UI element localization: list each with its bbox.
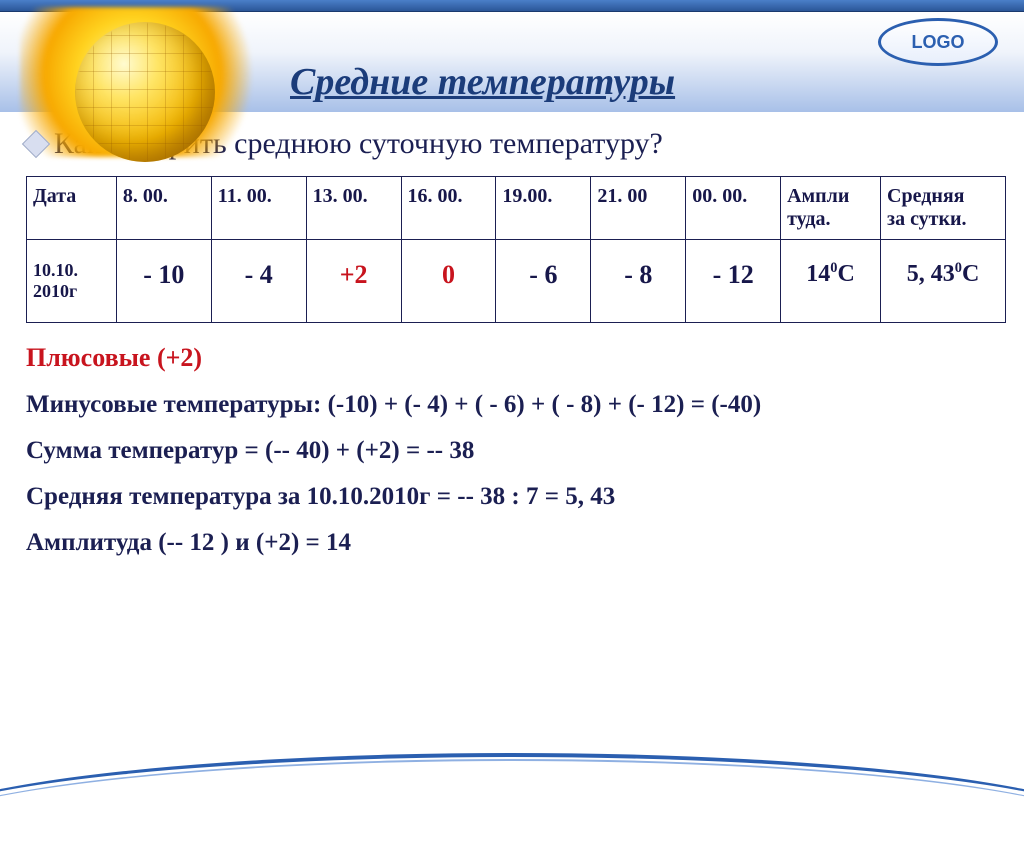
footer-arc-decoration [0, 753, 1024, 767]
table-header-cell: 21. 00 [591, 177, 686, 240]
table-header-cell: Амплитуда. [781, 177, 881, 240]
globe-graphic [20, 7, 270, 182]
table-value-cell: - 6 [496, 240, 591, 323]
table-value-cell: - 10 [116, 240, 211, 323]
calc-line: Минусовые температуры: (-10) + (- 4) + (… [26, 391, 998, 419]
table-value-cell: - 12 [686, 240, 781, 323]
table-header-cell: 8. 00. [116, 177, 211, 240]
average-cell: 5, 430С [881, 240, 1006, 323]
table-header-cell: Дата [27, 177, 117, 240]
table-header-cell: 00. 00. [686, 177, 781, 240]
calc-line: Сумма температур = (-- 40) + (+2) = -- 3… [26, 437, 998, 465]
table-header-row: Дата8. 00.11. 00.13. 00.16. 00.19.00.21.… [27, 177, 1006, 240]
table-header-cell: 13. 00. [306, 177, 401, 240]
table-header-cell: 16. 00. [401, 177, 496, 240]
table-value-cell: - 8 [591, 240, 686, 323]
calculations: Плюсовые (+2) Минусовые температуры: (-1… [26, 343, 998, 557]
table-value-row: 10.10.2010г- 10- 4+20- 6- 8- 12140С5, 43… [27, 240, 1006, 323]
amplitude-cell: 140С [781, 240, 881, 323]
temperature-table: Дата8. 00.11. 00.13. 00.16. 00.19.00.21.… [26, 176, 1006, 323]
logo-badge: LOGO [878, 18, 998, 66]
table-header-cell: Средняяза сутки. [881, 177, 1006, 240]
calc-line: Средняя температура за 10.10.2010г = -- … [26, 483, 998, 511]
page-title: Средние температуры [290, 60, 675, 104]
table-value-cell: 0 [401, 240, 496, 323]
table-value-cell: - 4 [211, 240, 306, 323]
table-date-cell: 10.10.2010г [27, 240, 117, 323]
calc-line: Амплитуда (-- 12 ) и (+2) = 14 [26, 529, 998, 557]
plus-values-line: Плюсовые (+2) [26, 343, 998, 373]
globe-grid-icon [75, 22, 215, 162]
table-header-cell: 11. 00. [211, 177, 306, 240]
header: Средние температуры LOGO [0, 12, 1024, 112]
bullet-diamond-icon [26, 134, 44, 152]
table-value-cell: +2 [306, 240, 401, 323]
table-header-cell: 19.00. [496, 177, 591, 240]
